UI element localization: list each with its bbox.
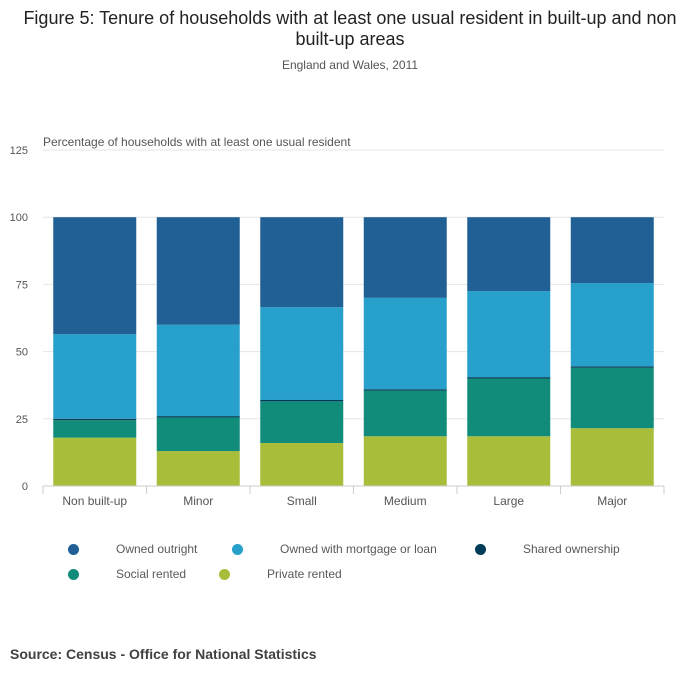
bar-social-rented-major	[570, 367, 654, 429]
y-tick-label: 125	[10, 145, 28, 157]
bar-owned-outright-major	[570, 217, 654, 284]
chart-legend: Owned outright Owned with mortgage or loa…	[58, 536, 678, 596]
legend-label: Private rented	[267, 567, 342, 581]
bar-private-rented-small	[260, 442, 344, 486]
bar-owned-with-mortgage-or-loan-large	[467, 291, 551, 378]
legend-label: Social rented	[116, 567, 187, 581]
legend-circle-icon	[68, 544, 79, 555]
y-tick-label: 75	[16, 279, 28, 291]
bar-owned-outright-minor	[156, 217, 240, 325]
y-tick-label: 50	[16, 347, 28, 359]
bar-shared-ownership-non-built-up	[53, 418, 137, 421]
bar-social-rented-medium	[363, 390, 447, 437]
bar-shared-ownership-medium	[363, 389, 447, 391]
bar-private-rented-large	[467, 436, 551, 486]
bar-owned-outright-small	[260, 217, 344, 308]
x-tick-label: Large	[493, 494, 524, 508]
stacked-bar-chart: 0 25 50 75 100 125 Percentage of households wi…	[10, 135, 665, 508]
x-tick-label: Minor	[183, 494, 213, 508]
bar-private-rented-medium	[363, 436, 447, 486]
legend-circle-icon	[475, 544, 486, 555]
bar-owned-outright-medium	[363, 217, 447, 298]
bar-owned-outright-large	[467, 217, 551, 292]
bar-social-rented-small	[260, 401, 344, 443]
bar-private-rented-minor	[156, 451, 240, 486]
bar-private-rented-major	[570, 428, 654, 486]
bar-owned-with-mortgage-or-loan-small	[260, 307, 344, 400]
y-tick-label: 25	[16, 414, 28, 426]
y-tick-label: 0	[22, 481, 28, 493]
bar-social-rented-large	[467, 378, 551, 437]
legend-label: Owned outright	[116, 542, 198, 556]
bar-owned-with-mortgage-or-loan-non-built-up	[53, 334, 137, 419]
bar-shared-ownership-large	[467, 377, 551, 379]
bar-private-rented-non-built-up	[53, 437, 137, 486]
bar-shared-ownership-major	[570, 366, 654, 368]
legend-circle-icon	[219, 569, 230, 580]
chart-subtitle: England and Wales, 2011	[281, 58, 419, 72]
legend-circle-icon	[68, 569, 79, 580]
y-tick-label: 100	[10, 212, 28, 224]
bar-shared-ownership-minor	[156, 416, 240, 418]
bar-owned-with-mortgage-or-loan-medium	[363, 297, 447, 390]
bar-owned-with-mortgage-or-loan-minor	[156, 324, 240, 417]
bar-social-rented-minor	[156, 417, 240, 452]
x-tick-label: Medium	[384, 494, 427, 508]
legend-label: Owned with mortgage or loan	[280, 542, 437, 556]
bar-shared-ownership-small	[260, 399, 344, 402]
x-tick-label: Major	[597, 494, 627, 508]
bar-owned-outright-non-built-up	[53, 217, 137, 335]
x-tick-label: Small	[287, 494, 317, 508]
legend-circle-icon	[232, 544, 243, 555]
bar-social-rented-non-built-up	[53, 420, 137, 438]
legend-label: Shared ownership	[523, 542, 620, 556]
chart-title: Figure 5: Tenure of households with at l…	[23, 8, 677, 49]
source-note: Source: Census - Office for National Sta…	[10, 646, 317, 662]
x-tick-label: Non built-up	[62, 494, 127, 508]
y-axis-label: Percentage of households with at least o…	[43, 135, 351, 149]
bar-owned-with-mortgage-or-loan-major	[570, 283, 654, 367]
